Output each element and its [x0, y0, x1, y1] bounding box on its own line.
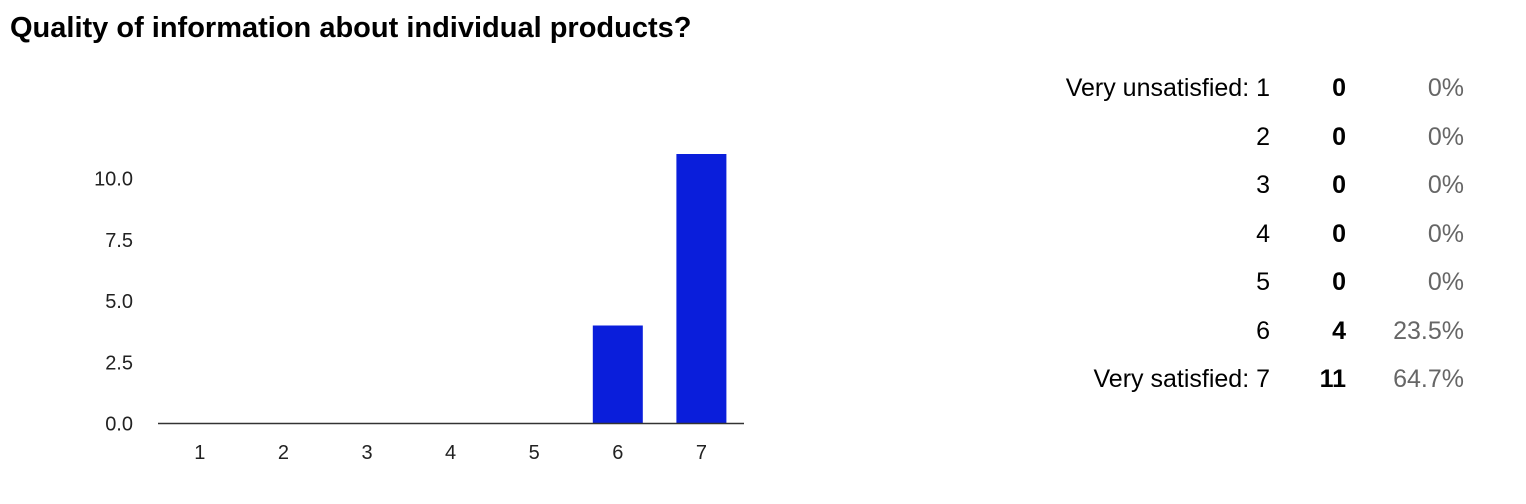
summary-label: 3	[1256, 171, 1270, 199]
x-tick-label: 3	[361, 442, 372, 464]
chart-title: Quality of information about individual …	[10, 12, 692, 44]
x-tick-label: 4	[445, 442, 456, 464]
summary-count: 4	[1332, 316, 1346, 345]
summary-row: Very unsatisfied: 1 0 0%	[1000, 64, 1470, 113]
bar-chart: 0.0 2.5 5.0 7.5 10.0 1 2 3 4 5 6 7	[94, 154, 744, 464]
summary-percent: 0%	[1427, 74, 1464, 102]
bar	[592, 325, 643, 424]
y-tick-label: 5.0	[105, 291, 133, 313]
summary-row: 3 0 0%	[1000, 161, 1470, 210]
summary-count: 11	[1319, 365, 1346, 393]
y-tick-label: 2.5	[105, 352, 133, 374]
summary-count: 0	[1332, 219, 1346, 248]
summary-percent: 64.7%	[1393, 365, 1464, 393]
bar	[676, 154, 727, 424]
summary-row: 6 4 23.5%	[1000, 307, 1470, 356]
summary-label: 2	[1256, 122, 1270, 151]
summary-label: Very unsatisfied: 1	[1065, 74, 1270, 102]
y-tick-label: 7.5	[105, 230, 133, 252]
summary-label: 6	[1256, 316, 1270, 345]
summary-count: 0	[1332, 171, 1346, 199]
x-tick-label: 7	[696, 442, 707, 464]
summary-row: 5 0 0%	[1000, 258, 1470, 307]
x-tick-label: 5	[529, 442, 540, 464]
summary-label: 5	[1256, 268, 1270, 296]
summary-row: 2 0 0%	[1000, 113, 1470, 162]
summary-label: 4	[1256, 219, 1270, 248]
summary-row: Very satisfied: 7 11 64.7%	[1000, 355, 1470, 404]
y-tick-label: 10.0	[94, 169, 133, 191]
y-tick-label: 0.0	[105, 414, 133, 436]
x-tick-label: 2	[278, 442, 289, 464]
summary-percent: 0%	[1427, 268, 1464, 296]
summary-percent: 0%	[1427, 122, 1464, 151]
summary-percent: 0%	[1427, 219, 1464, 248]
summary-count: 0	[1332, 122, 1346, 151]
response-summary-table: Very unsatisfied: 1 0 0% 2 0 0% 3 0 0% 4…	[1000, 64, 1470, 404]
summary-count: 0	[1332, 268, 1346, 296]
summary-label: Very satisfied: 7	[1093, 365, 1270, 393]
summary-row: 4 0 0%	[1000, 210, 1470, 259]
summary-percent: 0%	[1427, 171, 1464, 199]
summary-count: 0	[1332, 74, 1346, 102]
x-tick-label: 1	[194, 442, 205, 464]
summary-percent: 23.5%	[1393, 316, 1464, 345]
x-tick-label: 6	[612, 442, 623, 464]
